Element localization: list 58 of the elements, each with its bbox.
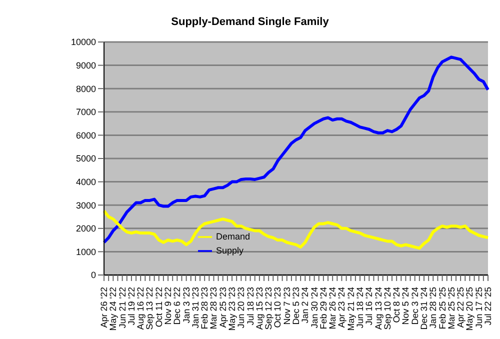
x-tick-label: Sep 12 '23 [264,287,274,330]
y-tick-label: 0 [91,270,96,280]
x-tick-label: Dec 5 '23 [291,287,302,325]
x-tick-label: Oct 11 '22 [154,287,164,328]
x-tick-label: Aug 15 '23 [254,287,264,330]
x-tick-label: Nov 5 '24 [400,287,411,325]
y-tick-label: 2000 [76,224,96,234]
x-tick-label: May 24 '22 [108,287,118,331]
x-tick-label: Apr 23 '24 [336,287,347,328]
x-tick-label: Jun 17 '25 [474,287,484,328]
x-tick-label: Jan 31 '23 [190,287,200,328]
x-tick-label: Jan 30 '24 [309,287,320,328]
x-tick-label: Sep 10 '24 [382,287,392,330]
x-tick-label: Dec 31 '24 [419,287,430,330]
chart-title: Supply-Demand Single Family [170,16,330,28]
x-tick-label: Feb 28 '23 [200,287,210,330]
x-tick-label: Apr 25 '23 [218,287,228,328]
x-tick-label: Feb 25 '25 [437,287,448,330]
x-tick-label: Mar 25 '25 [446,287,456,330]
x-tick-label: Mar 26 '24 [328,287,338,330]
x-tick-label: Jun 20 '23 [236,287,246,328]
x-tick-label: Aug 16 '22 [136,287,146,330]
x-tick-label: May 20 '25 [464,287,475,331]
y-tick-label: 4000 [76,176,96,187]
x-tick-label: Jan 3 '23 [181,287,192,324]
x-tick-label: Jul 22 '25 [483,287,493,326]
legend-label: Demand [216,231,250,242]
x-tick-label: Jul 19 '22 [126,287,136,326]
x-tick-label: Jul 18 '23 [245,287,256,326]
x-tick-label: Apr 26 '22 [99,287,110,328]
x-tick-label: May 23 '23 [227,287,238,331]
x-tick-label: Feb 29 '24 [318,287,328,330]
x-tick-label: Nov 9 '22 [163,287,174,325]
y-tick-label: 7000 [76,107,96,118]
x-tick-label: Jan 2 '24 [300,287,310,324]
x-tick-label: Apr 22 '25 [456,287,466,328]
x-tick-label: Dec 3 '24 [410,287,420,325]
x-tick-label: Aug 13 '24 [373,287,384,330]
x-tick-label: Jul 16 '24 [364,287,374,326]
y-tick-label: 10000 [71,37,96,48]
x-tick-label: Sep 13 '22 [144,287,155,330]
x-tick-label: May 21 '24 [346,287,356,331]
y-tick-label: 3000 [76,200,96,210]
x-tick-label: Jan 28 '25 [428,287,438,328]
x-tick-label: Nov 7 '23 [282,287,292,325]
y-tick-label: 5000 [76,154,96,164]
x-tick-label: Jun 21 '22 [117,287,128,328]
x-tick-label: Jun 18 '24 [355,287,366,328]
x-tick-label: Mar 28 '23 [208,287,219,330]
y-tick-label: 6000 [76,130,96,140]
line-series [102,56,490,244]
y-tick-label: 9000 [76,60,96,70]
y-tick-label: 1000 [76,246,96,257]
legend-label: Supply [216,245,244,256]
y-tick-label: 8000 [76,84,96,94]
x-tick-label: Oct 8 '24 [392,287,402,323]
x-tick-label: Dec 6 '22 [172,287,182,325]
x-tick-label: Oct 10 '23 [272,287,283,328]
